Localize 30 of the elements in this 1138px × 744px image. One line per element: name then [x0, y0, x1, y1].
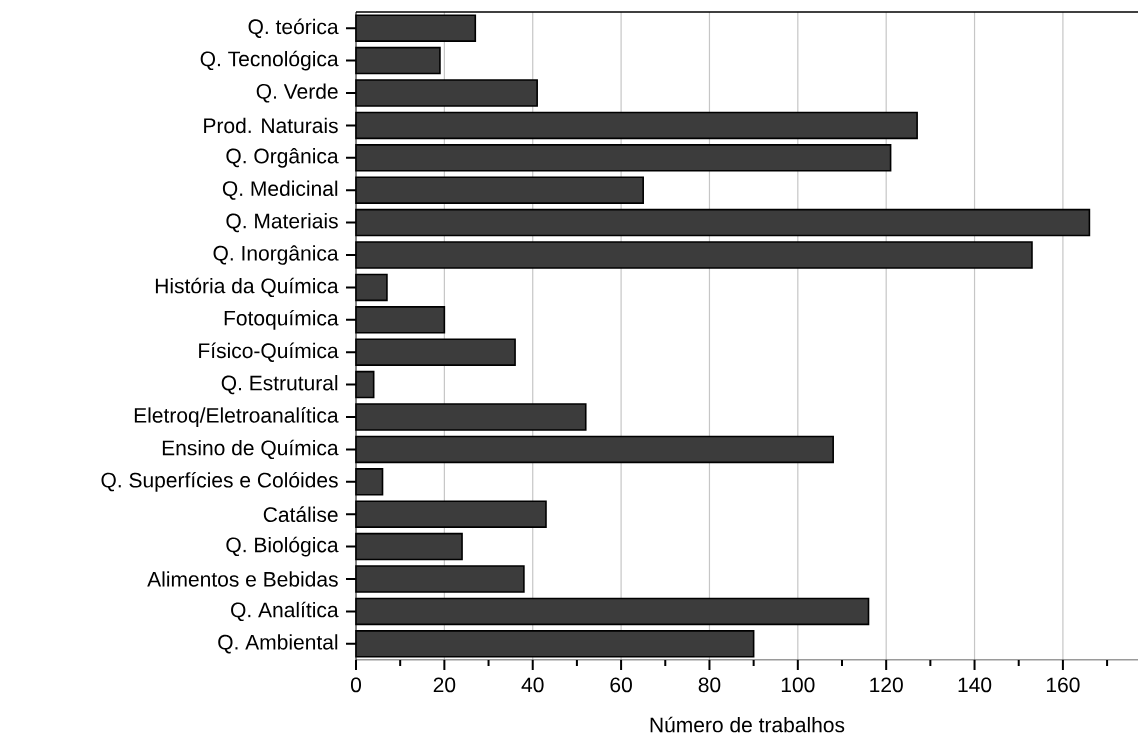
- x-tick-label: 20: [433, 677, 456, 693]
- x-tick-label: 0: [350, 677, 362, 693]
- y-tick-label: Q. Ambiental: [218, 634, 338, 654]
- y-tick-label: Q. Inorgânica: [213, 245, 339, 265]
- y-tick-label: Eletroq/Eletroanalítica: [134, 407, 339, 427]
- x-tick-label: 60: [610, 677, 632, 693]
- y-tick-label: Fotoquímica: [224, 309, 339, 330]
- y-tick-label: Alimentos e Bebidas: [147, 571, 338, 587]
- x-tick-label: 120: [870, 677, 903, 693]
- y-tick-label: Q. Superfícies e Colóides: [101, 471, 338, 492]
- y-tick-label: Prod. Naturais: [204, 117, 338, 134]
- y-tick-label: Q. Materiais: [226, 213, 338, 233]
- y-tick-label: Catálise: [263, 506, 338, 523]
- y-tick-label: História da Química: [155, 277, 339, 298]
- y-tick-label: Q. Verde: [256, 83, 338, 103]
- y-tick-label: Q. teórica: [248, 18, 339, 38]
- x-tick-label: 160: [1046, 677, 1080, 693]
- y-tick-label: Q. Medicinal: [222, 180, 338, 200]
- x-tick-label: 100: [781, 677, 815, 693]
- x-tick-label: 140: [958, 677, 992, 693]
- x-tick-label: 40: [521, 677, 544, 693]
- y-tick-label: Ensino de Química: [162, 439, 339, 460]
- y-tick-label: Q. Tecnológica: [200, 50, 339, 71]
- y-tick-label: Físico-Química: [199, 342, 339, 362]
- y-tick-label: Q. Analítica: [231, 601, 339, 622]
- y-tick-label: Q. Biológica: [226, 536, 339, 557]
- y-tick-label: Q. Orgânica: [226, 147, 339, 168]
- x-axis-title: Número de trabalhos: [650, 716, 845, 733]
- x-tick-label: 80: [698, 677, 721, 693]
- y-tick-label: Q. Estrutural: [221, 375, 338, 395]
